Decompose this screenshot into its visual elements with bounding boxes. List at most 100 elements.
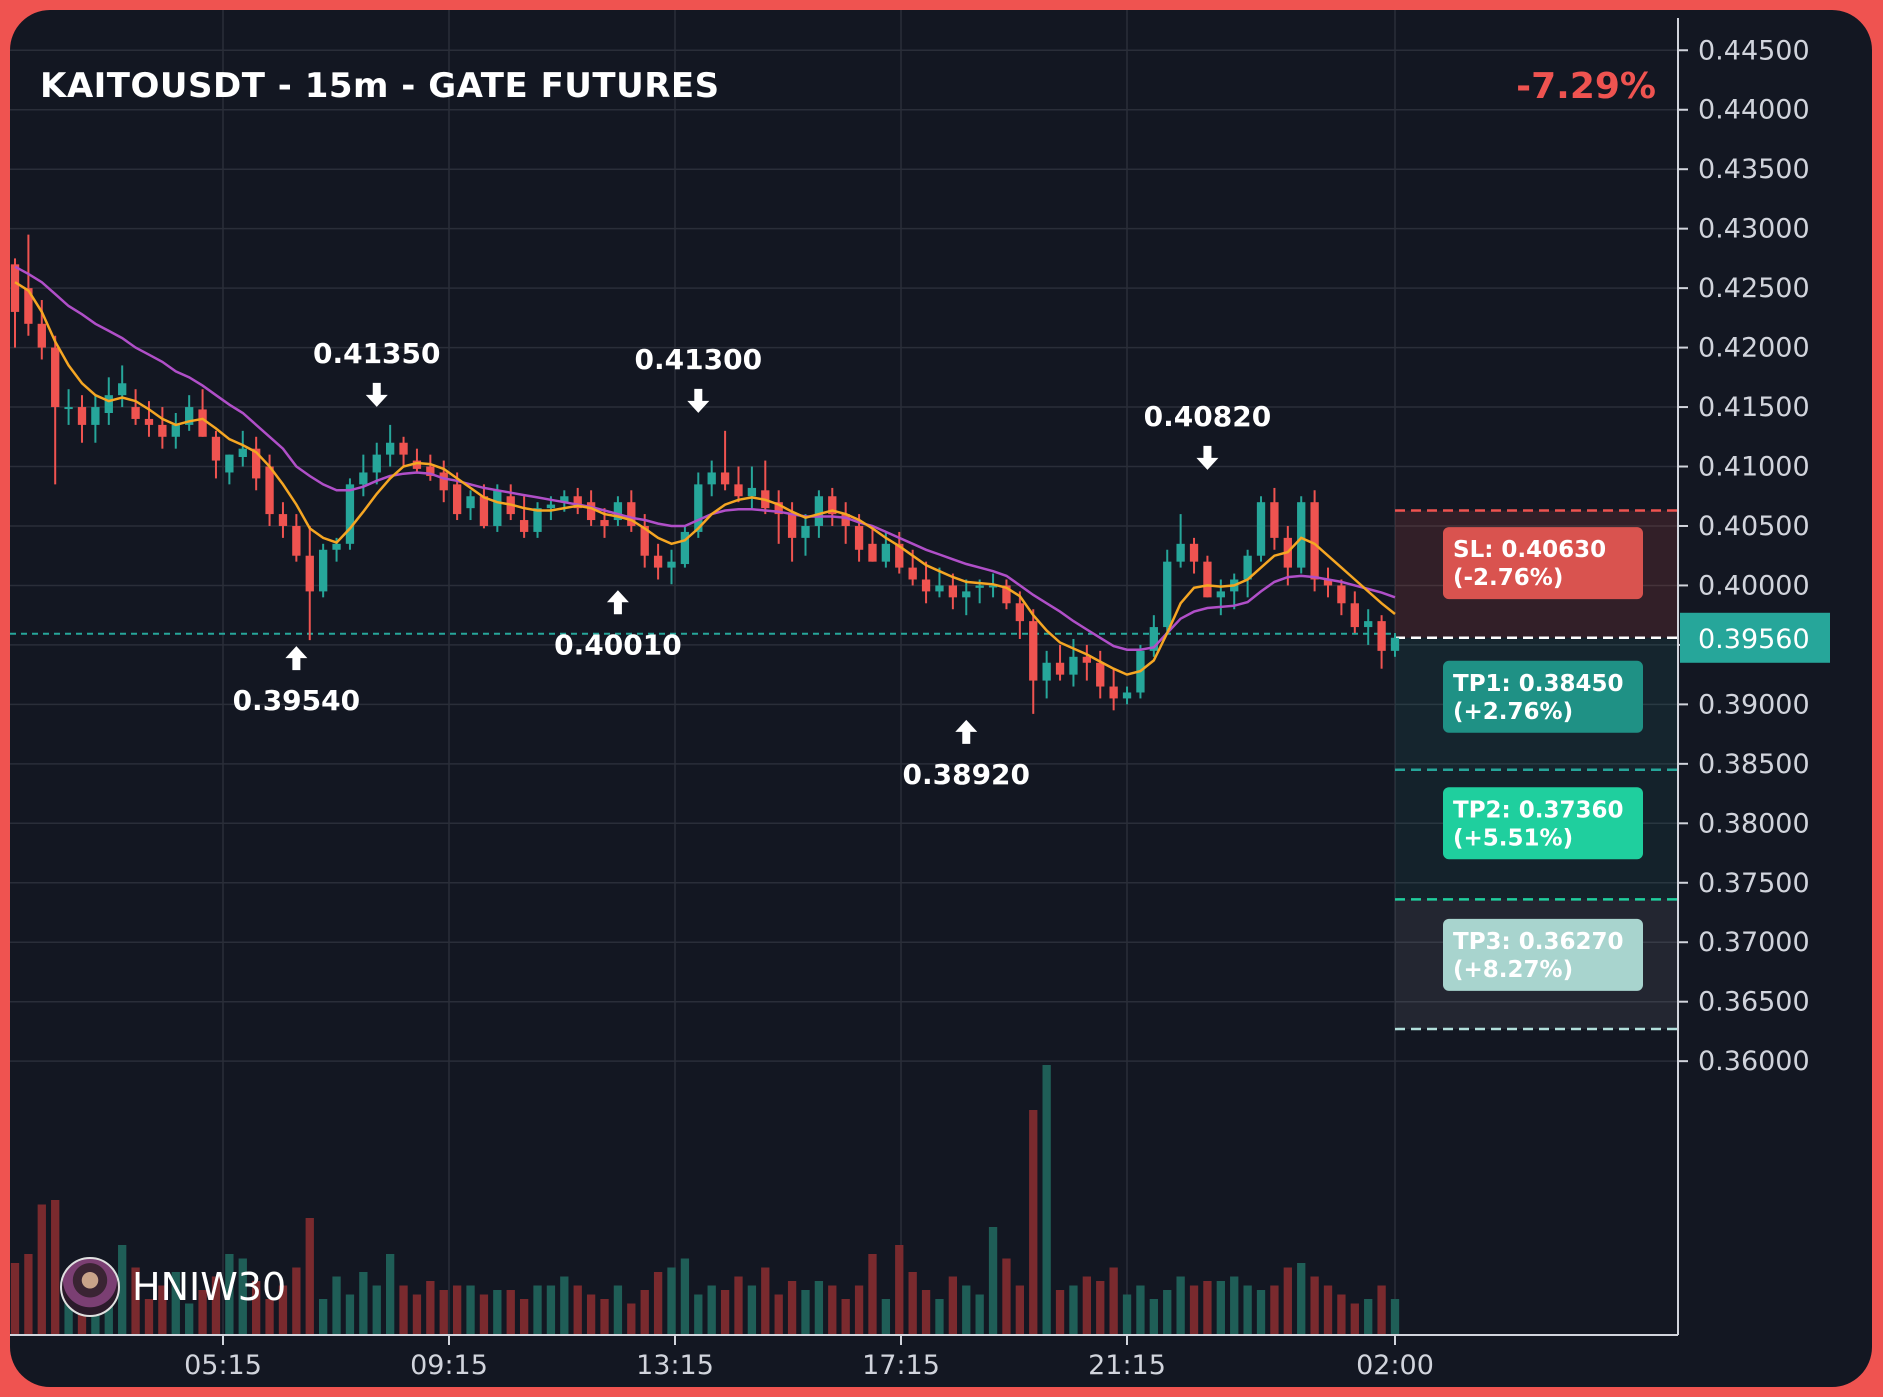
- candle-body: [1323, 579, 1333, 586]
- level-box-line: (+8.27%): [1453, 957, 1573, 983]
- candle-body: [479, 496, 489, 526]
- swing-low-label: 0.38920: [902, 758, 1030, 791]
- volume-bar: [144, 1299, 154, 1335]
- volume-bar: [720, 1290, 730, 1335]
- candle: [1297, 496, 1306, 574]
- candle-body: [881, 543, 891, 562]
- volume-bar: [399, 1285, 408, 1335]
- candle: [841, 502, 850, 544]
- level-box-take_profit: TP1: 0.38450(+2.76%): [1443, 660, 1643, 733]
- candle: [131, 389, 140, 425]
- volume-bar: [1029, 1110, 1038, 1335]
- candle-body: [51, 347, 60, 408]
- candle-body: [1310, 502, 1319, 580]
- level-box-line: (-2.76%): [1453, 565, 1563, 591]
- candle: [91, 395, 100, 443]
- candle-body: [841, 514, 850, 526]
- swing-high-label: 0.41300: [635, 343, 763, 376]
- candle: [707, 460, 716, 497]
- avatar-icon[interactable]: [60, 1257, 120, 1317]
- y-tick-label: 0.36500: [1698, 987, 1810, 1018]
- candle: [828, 487, 837, 526]
- candle: [1002, 579, 1011, 610]
- author-badge[interactable]: HNIW30: [60, 1255, 286, 1319]
- volume-bar: [1297, 1263, 1306, 1335]
- candle: [1310, 490, 1319, 592]
- volume-bar: [225, 1254, 234, 1335]
- volume-bar: [104, 1299, 113, 1335]
- y-tick-label: 0.42500: [1698, 273, 1810, 304]
- current-price-tag: [1680, 612, 1830, 663]
- candle-body: [921, 579, 931, 592]
- volume-bar: [211, 1276, 221, 1335]
- candle-body: [935, 585, 944, 592]
- candle: [935, 567, 944, 598]
- candle: [921, 561, 931, 604]
- volume-bar: [734, 1276, 743, 1335]
- candle-body: [372, 454, 381, 473]
- level-box-bg: [1443, 660, 1643, 733]
- x-tick-label: 21:15: [1088, 1350, 1166, 1381]
- candle-body: [1256, 502, 1266, 556]
- candle: [653, 543, 663, 580]
- volume-bar: [1390, 1299, 1400, 1335]
- y-tick-label: 0.37000: [1698, 927, 1810, 958]
- candle-body: [975, 585, 984, 588]
- candle-body: [1163, 561, 1172, 628]
- volume-bar: [1243, 1285, 1252, 1335]
- volume-bar: [198, 1290, 207, 1335]
- volume-bar: [988, 1227, 998, 1335]
- candle: [1069, 638, 1078, 687]
- candle-body: [1270, 502, 1279, 538]
- candle: [466, 490, 475, 521]
- candles[interactable]: [10, 234, 1400, 714]
- candle: [144, 401, 154, 437]
- level-box-stop_loss: SL: 0.40630(-2.76%): [1443, 527, 1643, 600]
- candle: [1055, 644, 1065, 681]
- volume-bar: [653, 1272, 663, 1335]
- arrow-down-icon: [365, 382, 388, 407]
- swing-high-label: 0.41350: [313, 337, 441, 370]
- candle-body: [962, 591, 971, 598]
- candle-body: [238, 448, 247, 458]
- volume-bar: [292, 1267, 301, 1335]
- volume-bar: [452, 1285, 462, 1335]
- candle-body: [118, 383, 127, 396]
- volume-bar: [332, 1276, 341, 1335]
- candle: [1015, 591, 1025, 639]
- candle: [1390, 633, 1400, 657]
- candle: [77, 395, 87, 443]
- trade-zones: [10, 509, 1678, 1031]
- volume-bar: [1042, 1065, 1051, 1335]
- candle-body: [24, 288, 33, 324]
- candle: [372, 442, 381, 485]
- volume-bar: [613, 1285, 623, 1335]
- candle-body: [573, 496, 582, 509]
- volume-bar: [573, 1285, 582, 1335]
- volume-bar: [278, 1285, 288, 1335]
- candle-body: [600, 520, 609, 526]
- candle-body: [868, 543, 877, 562]
- candle-body: [546, 504, 556, 509]
- candle-body: [814, 496, 824, 526]
- candle: [238, 430, 247, 467]
- level-box-take_profit: TP3: 0.36270(+8.27%): [1443, 918, 1643, 991]
- candle-body: [828, 496, 837, 515]
- candle: [479, 484, 489, 529]
- volume-bar: [1069, 1285, 1078, 1335]
- candle: [667, 549, 676, 585]
- candle-body: [1069, 656, 1078, 675]
- candle: [519, 496, 529, 538]
- volume-bar: [1122, 1294, 1132, 1335]
- candle-body: [144, 418, 154, 425]
- volume-bar: [1203, 1281, 1212, 1335]
- candle: [1122, 686, 1132, 705]
- volume-bar: [319, 1299, 328, 1335]
- candle-body: [720, 472, 730, 485]
- chart-frame: 0.41350 0.41300 0.40820 0.39540 0.40010 0.389…: [10, 10, 1872, 1387]
- candle: [1163, 549, 1172, 634]
- candlestick-chart[interactable]: 0.41350 0.41300 0.40820 0.39540 0.40010 0.389…: [10, 10, 1872, 1387]
- x-tick-label: 02:00: [1356, 1350, 1434, 1381]
- candle: [640, 514, 649, 568]
- candle: [948, 573, 958, 610]
